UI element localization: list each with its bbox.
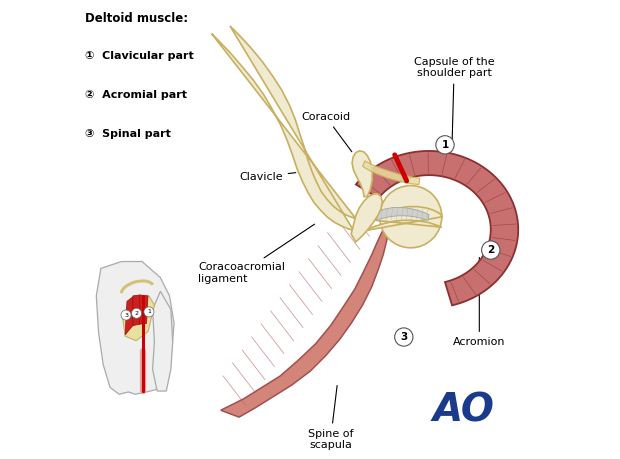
Polygon shape bbox=[363, 161, 420, 185]
Text: ①  Clavicular part: ① Clavicular part bbox=[85, 51, 193, 61]
Polygon shape bbox=[376, 207, 429, 220]
Polygon shape bbox=[133, 295, 140, 325]
Circle shape bbox=[482, 241, 500, 259]
Text: 1: 1 bbox=[147, 309, 151, 314]
Text: Coracoacromial
ligament: Coracoacromial ligament bbox=[198, 224, 314, 284]
Text: 2: 2 bbox=[487, 245, 494, 255]
Polygon shape bbox=[211, 26, 356, 230]
Circle shape bbox=[121, 310, 131, 320]
Polygon shape bbox=[352, 151, 372, 196]
Polygon shape bbox=[96, 262, 174, 394]
Polygon shape bbox=[351, 207, 443, 233]
Text: ②  Acromial part: ② Acromial part bbox=[85, 90, 187, 100]
Text: Clavicle: Clavicle bbox=[239, 172, 296, 182]
Polygon shape bbox=[140, 295, 148, 324]
Circle shape bbox=[144, 307, 154, 317]
Text: Deltoid muscle:: Deltoid muscle: bbox=[85, 12, 188, 25]
Polygon shape bbox=[356, 151, 518, 305]
Polygon shape bbox=[122, 296, 154, 341]
Text: 1: 1 bbox=[441, 140, 449, 150]
Polygon shape bbox=[153, 291, 173, 391]
Text: AO: AO bbox=[432, 391, 494, 429]
Text: 3: 3 bbox=[400, 332, 407, 342]
Text: 3: 3 bbox=[124, 313, 128, 318]
Polygon shape bbox=[221, 218, 395, 417]
Circle shape bbox=[436, 136, 454, 154]
Text: ③  Spinal part: ③ Spinal part bbox=[85, 129, 170, 139]
Circle shape bbox=[379, 185, 442, 248]
Polygon shape bbox=[125, 297, 133, 335]
Circle shape bbox=[395, 328, 413, 346]
Polygon shape bbox=[351, 194, 383, 242]
Circle shape bbox=[131, 308, 141, 318]
Text: Acromion: Acromion bbox=[453, 257, 505, 347]
Text: Capsule of the
shoulder part: Capsule of the shoulder part bbox=[414, 57, 495, 149]
Text: Coracoid: Coracoid bbox=[301, 112, 352, 152]
Text: Spine of
scapula: Spine of scapula bbox=[308, 386, 353, 450]
Text: 2: 2 bbox=[135, 311, 138, 316]
